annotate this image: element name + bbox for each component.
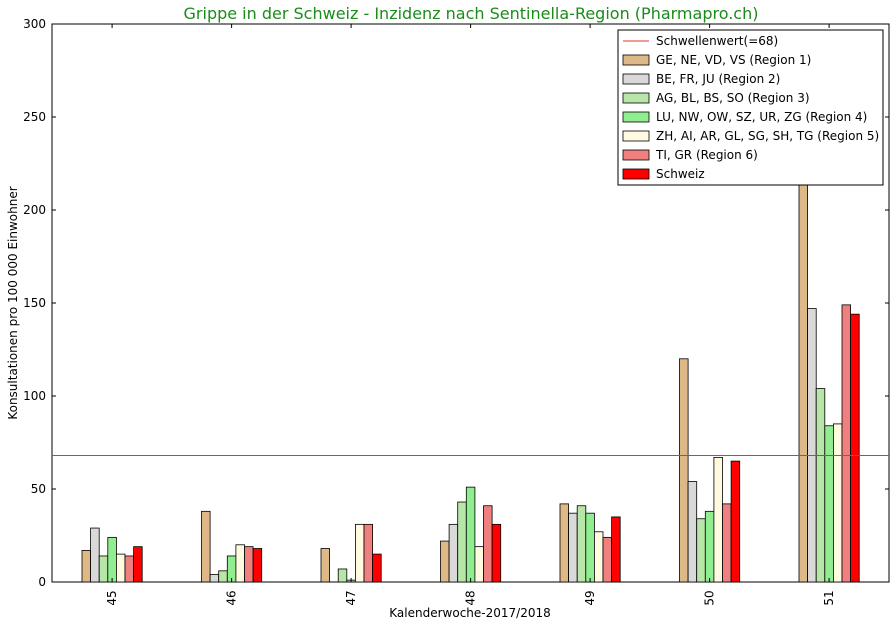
y-axis-label: Konsultationen pro 100 000 Einwohner [6, 186, 20, 419]
x-axis: 45 46 47 48 49 50 51 [105, 24, 836, 606]
x-tick-label: 49 [583, 590, 597, 605]
bar [576, 505, 587, 583]
legend-label: TI, GR (Region 6) [655, 148, 758, 162]
legend-swatch [622, 73, 650, 85]
x-tick-label: 51 [822, 590, 836, 605]
legend-swatch [622, 130, 650, 142]
bar [209, 574, 220, 583]
legend-swatch [622, 54, 650, 66]
bar [594, 531, 604, 583]
bar [107, 536, 117, 583]
chart-title: Grippe in der Schweiz - Inzidenz nach Se… [184, 4, 759, 23]
bar [713, 456, 723, 583]
y-tick-label: 150 [23, 296, 46, 310]
y-tick-label: 250 [23, 110, 46, 124]
y-tick-label: 200 [23, 203, 46, 217]
legend-label: Schwellenwert(=68) [656, 34, 778, 48]
legend-swatch [622, 111, 650, 123]
legend-swatch [622, 149, 650, 161]
bar [559, 503, 570, 583]
y-tick-label: 300 [23, 17, 46, 31]
bar [824, 425, 834, 583]
legend-label: AG, BL, BS, SO (Region 3) [656, 91, 810, 105]
bar [491, 523, 502, 583]
bar [850, 313, 860, 583]
legend-swatch [622, 92, 650, 104]
bar [696, 518, 706, 583]
bar [585, 512, 595, 583]
bar [124, 555, 135, 583]
bar [337, 568, 348, 583]
bar [354, 523, 365, 583]
bar [474, 546, 484, 583]
bar [807, 308, 817, 583]
bar [465, 486, 476, 583]
bar [568, 512, 578, 583]
bar [730, 460, 741, 583]
bar [244, 546, 254, 583]
bar [457, 501, 467, 583]
x-tick-label: 48 [464, 590, 478, 605]
bar [372, 553, 382, 583]
legend-label: GE, NE, VD, VS (Region 1) [656, 53, 811, 67]
bar [679, 358, 689, 583]
bar [116, 553, 126, 583]
y-tick-label: 100 [23, 389, 46, 403]
y-tick-label: 0 [38, 575, 46, 589]
bar [133, 546, 143, 583]
bar [687, 481, 698, 583]
bar [815, 388, 826, 583]
legend-label: LU, NW, OW, SZ, UR, ZG (Region 4) [656, 110, 867, 124]
legend-label: Schweiz [656, 167, 705, 181]
bar [611, 516, 621, 583]
y-tick-label: 50 [31, 482, 46, 496]
bar [833, 423, 843, 583]
bar [440, 540, 450, 583]
bar [81, 549, 92, 583]
legend: Schwellenwert(=68) GE, NE, VD, VS (Region… [617, 29, 884, 186]
legend-label: BE, FR, JU (Region 2) [656, 72, 780, 86]
bar [841, 304, 852, 583]
x-tick-label: 45 [105, 590, 119, 605]
bar [722, 503, 732, 583]
legend-swatch [622, 168, 650, 180]
bar [218, 570, 228, 583]
x-tick-label: 46 [225, 590, 239, 605]
x-tick-label: 50 [703, 590, 717, 605]
x-tick-label: 47 [344, 590, 358, 605]
bar [602, 536, 613, 583]
bar [483, 505, 493, 583]
bar [798, 181, 809, 583]
bar [98, 555, 109, 583]
bar [252, 548, 263, 583]
legend-items: Schwellenwert(=68) GE, NE, VD, VS (Region… [622, 34, 879, 181]
bar [363, 523, 374, 583]
bars-group [81, 181, 860, 583]
bar [448, 523, 459, 583]
bar [90, 527, 100, 583]
bar [235, 544, 245, 583]
legend-label: ZH, AI, AR, GL, SG, SH, TG (Region 5) [656, 129, 879, 143]
x-axis-label: Kalenderwoche-2017/2018 [389, 606, 550, 620]
y-axis: 0 50 100 150 200 250 300 [23, 17, 889, 589]
bar [201, 510, 211, 583]
bar [704, 510, 715, 583]
bar [320, 548, 331, 583]
legend-box [617, 29, 884, 186]
